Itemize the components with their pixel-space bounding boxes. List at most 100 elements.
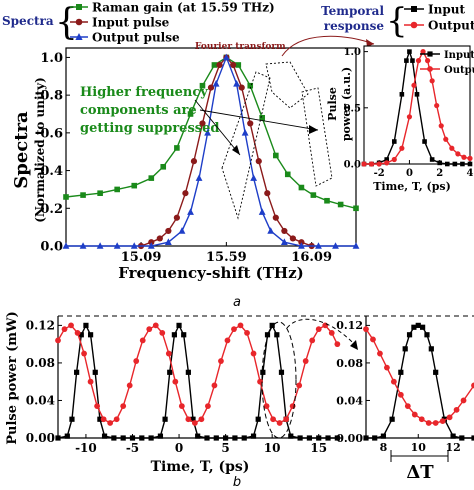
suppressed-label-1: Higher frequency — [80, 85, 208, 100]
a-inset-series-0-point — [399, 92, 405, 97]
a-inset-series-0-point — [422, 139, 427, 144]
b-main-series-1-point — [152, 322, 159, 329]
b-main-series-0-point — [171, 332, 177, 338]
a-inset-ytick-label: 0.5 — [344, 103, 361, 114]
b-main-xtick-label: 0 — [175, 441, 183, 455]
b-main-series-0-point — [87, 332, 94, 338]
a-inset-series-1-point — [361, 161, 367, 167]
a-main-series-2-point — [204, 129, 211, 136]
left-highlight-box — [221, 71, 271, 220]
b-main-series-0-point — [297, 435, 303, 441]
temporal-legend-label: Output — [428, 19, 474, 33]
b-main-series-0-point — [325, 435, 331, 441]
a-inset-series-0-point — [452, 161, 458, 167]
b-main-series-1-point — [296, 382, 303, 389]
a-main-series-0-point — [160, 164, 167, 170]
fourier-arrow-head — [366, 39, 374, 47]
a-main-series-2-point — [280, 238, 288, 246]
a-main-series-2-point — [298, 242, 305, 249]
a-main-series-0-point — [259, 114, 265, 121]
a-main-series-0-point — [324, 197, 330, 204]
b-main-series-0-point — [97, 416, 103, 422]
a-main-xtick-label: 16.09 — [291, 250, 332, 265]
panel-a-annotations: Fourier transform Higher frequency compo… — [80, 35, 375, 156]
b-main-xtick-label: -5 — [126, 441, 139, 455]
temporal-legend-marker — [410, 21, 418, 29]
b-main-series-0-point — [288, 433, 294, 439]
b-main-series-1-point — [257, 378, 263, 385]
panel-b-zoom-chart: 8 10 12 0.00 0.04 0.08 0.12 ΔT — [336, 316, 474, 483]
a-main-series-1-point — [255, 158, 262, 165]
b-zoom-series-1-point — [432, 420, 439, 426]
a-main-series-0-point — [80, 192, 86, 198]
b-zoom-series-0-point — [424, 332, 430, 338]
b-main-series-1-point — [178, 403, 185, 409]
fourier-transform-label: Fourier transform — [195, 42, 286, 52]
b-zoom-series-1-point — [425, 420, 432, 426]
a-inset-series-1-point — [443, 136, 449, 142]
b-main-series-0-point — [306, 435, 313, 441]
a-main-series-0-point — [211, 62, 218, 68]
zoom-ticks: 8 10 12 0.00 0.04 0.08 0.12 — [336, 319, 461, 454]
b-main-series-1-point — [315, 326, 322, 333]
b-main-series-1-point — [87, 378, 94, 385]
a-main-ytick-label: 0.2 — [40, 202, 63, 217]
spectra-legend-label: Output pulse — [92, 31, 180, 45]
b-main-series-1-point — [309, 337, 316, 344]
b-zoom-series-0-point — [459, 435, 465, 441]
a-main-series-2-point — [332, 242, 339, 249]
panel-a-xlabel: Frequency-shift (THz) — [118, 264, 303, 282]
b-main-series-0-point — [255, 416, 261, 422]
a-inset-series-1-point — [399, 145, 405, 151]
a-main-series-1-point — [199, 120, 206, 127]
b-main-series-0-point — [181, 332, 187, 338]
a-main-series-1-point — [238, 84, 245, 91]
b-zoom-series-0-point — [402, 346, 408, 352]
b-main-series-1-point — [120, 403, 127, 409]
a-main-series-1-point — [190, 158, 198, 165]
b-main-series-0-point — [111, 435, 117, 441]
suppressed-arrow-left-head — [232, 145, 240, 155]
a-main-series-2-point — [250, 174, 258, 181]
b-main-series-0-point — [260, 369, 266, 375]
b-main-series-0-point — [274, 332, 280, 338]
a-inset-series-0-point — [444, 161, 450, 167]
b-main-series-0-point — [316, 435, 322, 441]
b-zoom-series-0-point — [398, 369, 404, 375]
a-main-series-0-point — [131, 182, 138, 189]
panel-b-series — [55, 322, 341, 441]
inset-series — [361, 49, 473, 167]
a-inset-series-1-point — [391, 156, 397, 163]
a-inset-series-0-point — [429, 157, 435, 162]
b-zoom-series-0-point — [450, 433, 456, 439]
inset-plot-frame — [363, 45, 471, 165]
temporal-legend-entries: Input Output — [404, 3, 474, 33]
a-main-xtick-label: 15.09 — [121, 250, 162, 265]
panel-b-ylabel: Pulse power (mW) — [5, 311, 20, 445]
inset-ylabel: Pulse — [326, 87, 339, 121]
b-main-series-1-point — [224, 337, 231, 344]
inset-legend-entries: Input Output — [420, 50, 474, 76]
a-main-series-1-point — [272, 214, 279, 221]
right-highlight-box — [301, 87, 333, 187]
b-main-xtick-label: 15 — [310, 441, 327, 455]
a-main-ytick-label: 0.8 — [40, 89, 63, 104]
a-main-series-0-line — [65, 56, 357, 209]
b-zoom-series-0-point — [372, 435, 378, 441]
b-main-ytick-label: 0.04 — [26, 394, 55, 408]
b-main-series-0-point — [55, 435, 61, 441]
b-main-series-1-point — [55, 337, 61, 344]
b-main-series-0-point — [278, 369, 285, 375]
b-main-series-1-point — [328, 329, 335, 336]
a-inset-series-0-point — [404, 58, 409, 63]
b-main-xtick-label: 10 — [264, 441, 281, 455]
b-main-series-0-point — [64, 433, 70, 439]
b-zoom-series-1-point — [404, 403, 411, 409]
caption-a: a — [233, 295, 241, 310]
b-main-series-1-point — [237, 322, 244, 329]
a-inset-series-1-point — [384, 160, 390, 166]
b-zoom-series-1-point — [397, 391, 404, 398]
a-main-series-2-point — [187, 208, 194, 215]
b-zoom-ytick-label: 0.12 — [336, 319, 363, 332]
a-main-series-0-point — [148, 175, 155, 181]
